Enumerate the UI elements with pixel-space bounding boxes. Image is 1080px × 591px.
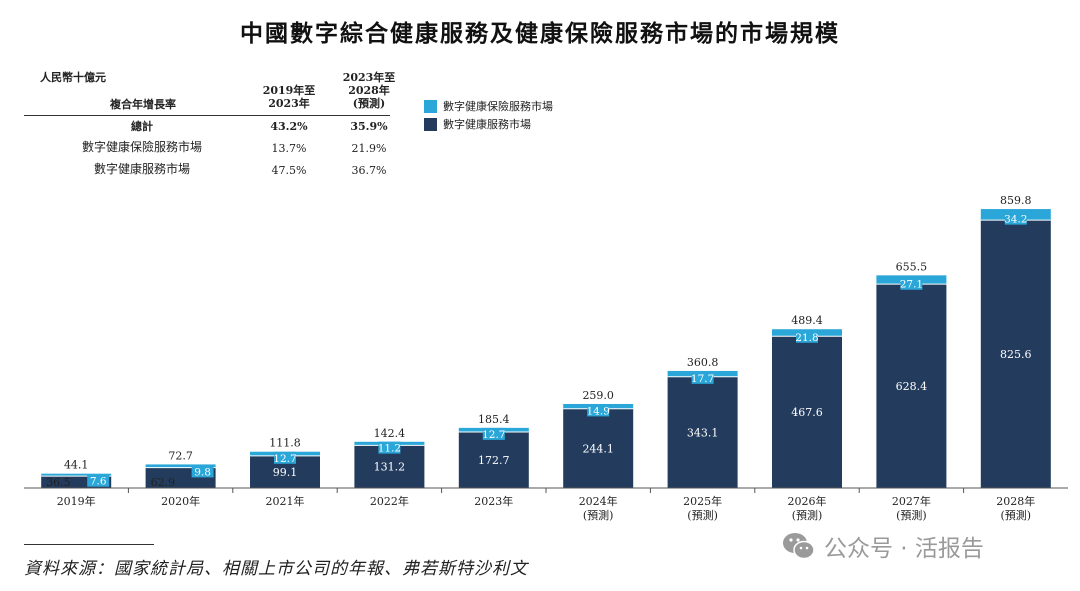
bar-insurance-2019年 <box>41 473 112 477</box>
cagr-table-rule <box>24 115 390 116</box>
label-box-insurance-2023年 <box>482 427 505 440</box>
unit-label: 人民幣十億元 <box>40 71 106 84</box>
label-box-insurance-2026年 <box>796 330 818 343</box>
label-total-2022年: 142.4 <box>374 427 406 440</box>
label-health-2020年: 62.9 <box>151 476 176 489</box>
label-insurance-2026年: 21.8 <box>795 332 818 344</box>
legend-label-health: 數字健康服務市場 <box>443 118 531 131</box>
label-health-2022年: 131.2 <box>374 461 406 474</box>
label-box-insurance-2019年 <box>87 474 110 487</box>
label-health-2024年: 244.1 <box>582 442 614 455</box>
label-health-2023年: 172.7 <box>478 454 510 467</box>
x-subtick-2025年: (預測) <box>687 508 718 522</box>
label-box-insurance-2020年 <box>191 465 214 478</box>
bar-health-2025年 <box>667 376 738 488</box>
label-total-2019年: 44.1 <box>64 459 89 472</box>
label-box-insurance-2028年 <box>1004 212 1027 225</box>
label-insurance-2027年: 27.1 <box>900 279 923 291</box>
label-insurance-2023年: 12.7 <box>482 429 505 441</box>
x-tick-2024年: 2024年 <box>579 494 618 508</box>
label-total-2027年: 655.5 <box>896 260 928 273</box>
label-box-insurance-2021年 <box>274 451 296 464</box>
x-subtick-2028年: (預測) <box>1001 508 1032 522</box>
source-note: 資料來源：國家統計局、相關上市公司的年報、弗若斯特沙利文 <box>24 559 528 579</box>
cagr-row-health-v1: 47.5% <box>271 164 307 177</box>
label-insurance-2028年: 34.2 <box>1004 214 1027 226</box>
label-insurance-2020年: 9.8 <box>194 466 211 478</box>
label-insurance-2025年: 17.7 <box>691 373 714 385</box>
cagr-row-insurance-v2: 21.9% <box>351 142 387 155</box>
x-tick-2019年: 2019年 <box>57 494 96 508</box>
label-box-insurance-2024年 <box>587 404 610 417</box>
legend-item-insurance: 數字健康保險服務市場 <box>424 98 553 114</box>
label-health-2026年: 467.6 <box>791 406 823 419</box>
label-health-2021年: 99.1 <box>273 466 298 479</box>
label-insurance-2021年: 12.7 <box>273 453 296 465</box>
bar-insurance-2020年 <box>145 464 216 468</box>
watermark: 公众号 · 活报告 <box>782 529 984 563</box>
label-total-2025年: 360.8 <box>687 356 719 369</box>
label-total-2021年: 111.8 <box>269 437 301 450</box>
cagr-row-total-v1: 43.2% <box>270 120 308 133</box>
cagr-row-total-v2: 35.9% <box>350 120 388 133</box>
cagr-row-total-label: 總計 <box>131 120 153 133</box>
label-health-2019年: 36.5 <box>46 476 70 489</box>
x-tick-2023年: 2023年 <box>474 494 513 508</box>
x-tick-2021年: 2021年 <box>266 494 305 508</box>
watermark-text: 公众号 · 活报告 <box>824 536 984 562</box>
x-subtick-2024年: (預測) <box>583 508 614 522</box>
source-divider <box>24 544 154 545</box>
label-total-2023年: 185.4 <box>478 413 510 426</box>
cagr-col1-header: 2019年至 2023年 <box>262 84 316 110</box>
label-total-2026年: 489.4 <box>791 314 823 327</box>
cagr-row-header: 複合年增長率 <box>110 98 176 111</box>
x-subtick-2026年: (預測) <box>792 508 823 522</box>
x-tick-2027年: 2027年 <box>892 494 931 508</box>
bar-health-2019年 <box>41 476 112 488</box>
label-health-2025年: 343.1 <box>687 426 719 439</box>
x-subtick-2027年: (預測) <box>896 508 927 522</box>
wechat-icon <box>783 533 815 560</box>
bar-health-2023年 <box>458 431 529 488</box>
label-health-2027年: 628.4 <box>896 380 928 393</box>
bar-health-2024年 <box>563 408 634 488</box>
label-total-2024年: 259.0 <box>582 389 614 402</box>
label-insurance-2019年: 7.6 <box>90 476 107 488</box>
label-box-insurance-2022年 <box>378 441 401 454</box>
x-tick-2026年: 2026年 <box>788 494 827 508</box>
legend-swatch-insurance <box>424 99 437 113</box>
chart-title: 中國數字綜合健康服務及健康保險服務市場的市場規模 <box>240 20 840 47</box>
cagr-col2-header: 2023年至 2028年 (預測) <box>342 71 396 110</box>
x-tick-2020年: 2020年 <box>161 494 200 508</box>
label-insurance-2024年: 14.9 <box>587 405 610 417</box>
x-tick-2028年: 2028年 <box>996 494 1035 508</box>
cagr-row-health-v2: 36.7% <box>351 164 387 177</box>
bar-health-2026年 <box>772 336 842 488</box>
label-box-insurance-2027年 <box>900 277 923 290</box>
label-health-2028年: 825.6 <box>1000 348 1032 361</box>
label-insurance-2022年: 11.2 <box>378 443 401 455</box>
label-total-2028年: 859.8 <box>1000 194 1032 207</box>
bar-health-2028年 <box>980 220 1051 488</box>
legend-label-insurance: 數字健康保險服務市場 <box>443 100 553 113</box>
cagr-row-health-label: 數字健康服務市場 <box>93 162 190 176</box>
cagr-row-insurance-label: 數字健康保險服務市場 <box>81 140 202 154</box>
legend-swatch-health <box>424 117 437 131</box>
bar-health-2027年 <box>876 284 947 488</box>
label-total-2020年: 72.7 <box>168 449 193 462</box>
x-tick-2025年: 2025年 <box>683 494 722 508</box>
cagr-row-insurance-v1: 13.7% <box>271 142 307 155</box>
label-box-insurance-2025年 <box>691 371 714 384</box>
x-tick-2022年: 2022年 <box>370 494 409 508</box>
legend-item-health: 數字健康服務市場 <box>424 116 531 132</box>
